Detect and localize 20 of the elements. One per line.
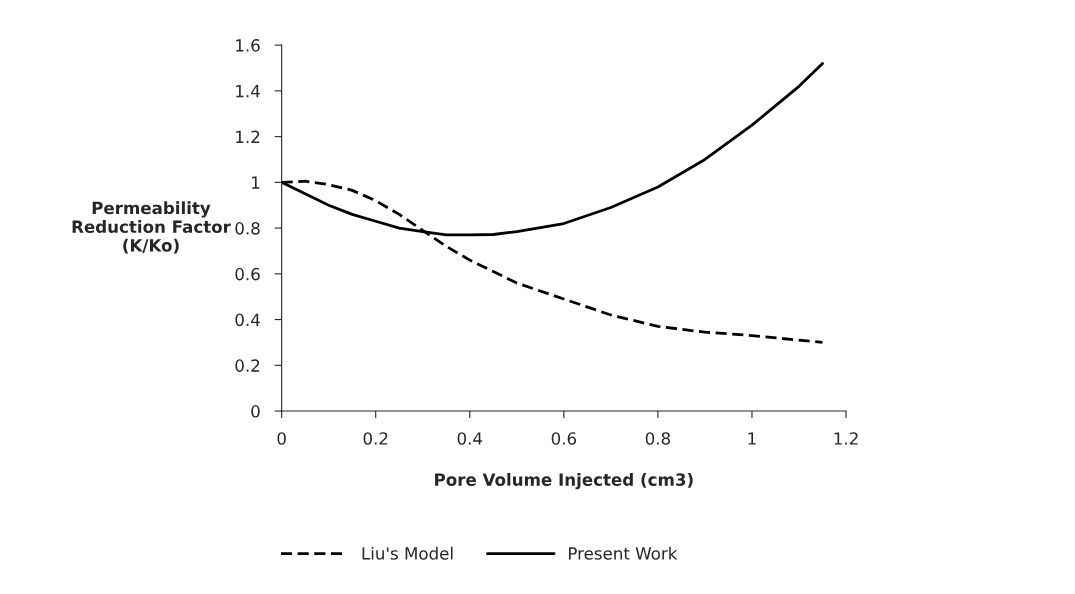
x-axis-title: Pore Volume Injected (cm3) <box>435 473 693 490</box>
legend-label: Present Work <box>569 546 678 560</box>
legend-label: Liu's Model <box>362 546 453 560</box>
x-tick-label: 0 <box>277 432 286 445</box>
x-tick-label: 1 <box>748 432 756 445</box>
y-tick-label: 0 <box>251 405 260 418</box>
x-tick-label: 0.4 <box>457 432 483 445</box>
x-tick-label: 0.8 <box>645 432 671 445</box>
x-tick-label: 1.2 <box>834 432 858 445</box>
x-tick-label: 0.6 <box>551 432 577 445</box>
y-tick-label: 1.4 <box>236 85 260 98</box>
y-tick-label: 1.6 <box>236 39 260 52</box>
y-tick-label: 1.2 <box>236 130 260 143</box>
x-tick-label: 0.2 <box>363 432 388 445</box>
y-tick-label: 0.2 <box>235 359 260 372</box>
y-tick-label: 0.4 <box>235 313 260 327</box>
y-tick-label: 0.6 <box>235 267 260 281</box>
y-tick-label: 1 <box>252 176 260 189</box>
y-axis-title: Permeability Reduction Factor (K/Ko) <box>72 201 231 254</box>
y-tick-label: 0.8 <box>235 222 260 235</box>
